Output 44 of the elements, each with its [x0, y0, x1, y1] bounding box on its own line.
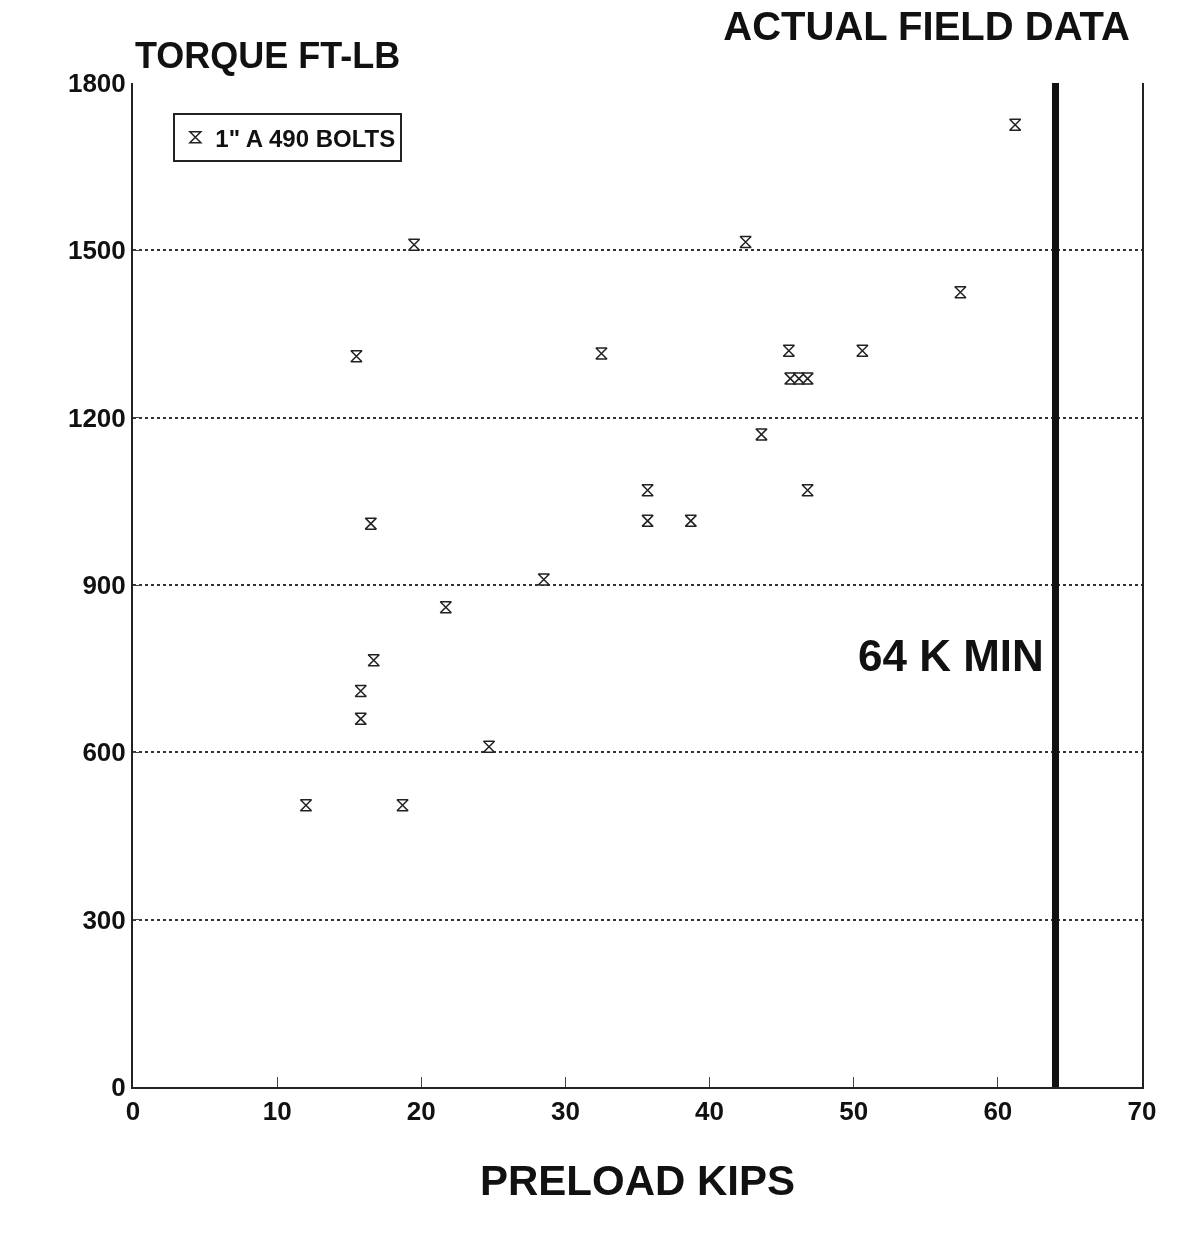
y-tick-label: 1500	[67, 235, 126, 266]
point	[364, 517, 378, 530]
point	[856, 344, 869, 357]
point	[739, 235, 752, 249]
chart-title: ACTUAL FIELD DATA	[723, 4, 1130, 49]
point	[439, 601, 453, 614]
x-tick-label: 30	[550, 1096, 580, 1127]
x-tick-label: 10	[262, 1096, 292, 1127]
point	[641, 514, 654, 528]
point	[954, 285, 967, 299]
y-tick-label: 0	[111, 1072, 126, 1103]
y-tick-label: 600	[82, 737, 126, 768]
point	[801, 483, 814, 497]
legend-label: 1" A 490 BOLTS	[215, 124, 396, 152]
y-tick-label: 300	[82, 904, 126, 935]
point	[755, 428, 768, 441]
x-tick-label: 50	[839, 1096, 869, 1127]
point	[784, 372, 797, 385]
point	[482, 740, 496, 754]
y-tick-label: 900	[82, 570, 126, 601]
x-tick-label: 20	[406, 1096, 436, 1127]
point	[641, 483, 654, 497]
point	[354, 712, 367, 726]
point	[684, 514, 698, 528]
point	[801, 372, 814, 385]
point	[792, 372, 806, 385]
point	[1008, 118, 1022, 132]
x-tick-label: 60	[983, 1096, 1013, 1127]
x-axis-title: PRELOAD KIPS	[479, 1156, 796, 1204]
x-tick-label: 70	[1127, 1096, 1157, 1127]
point	[354, 684, 367, 698]
point	[407, 238, 421, 252]
x-tick-label: 40	[695, 1096, 725, 1127]
y-tick-label: 1800	[67, 68, 126, 99]
point	[367, 654, 380, 667]
ref-line-label: 64 K MIN	[858, 631, 1044, 680]
y-tick-label: 1200	[67, 402, 126, 433]
y-axis-title: TORQUE FT-LB	[135, 35, 401, 76]
point	[782, 344, 796, 357]
point	[595, 347, 608, 360]
point	[350, 350, 363, 363]
point	[537, 573, 551, 586]
point	[299, 799, 313, 812]
point	[396, 799, 409, 812]
